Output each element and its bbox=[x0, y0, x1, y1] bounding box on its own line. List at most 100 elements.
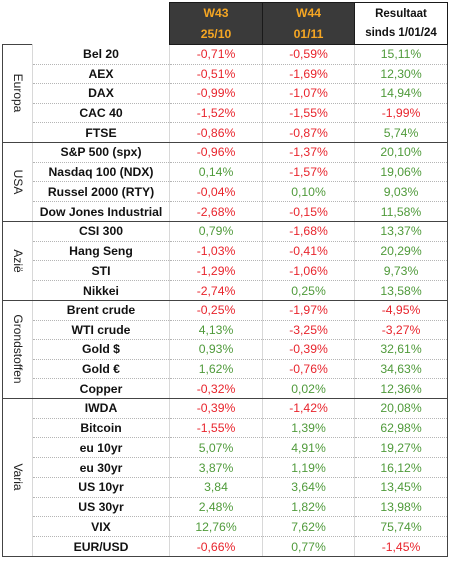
header-w44-date: 01/11 bbox=[262, 23, 355, 45]
instrument-name: STI bbox=[32, 260, 170, 282]
ytd-value: 13,98% bbox=[354, 497, 448, 518]
ytd-value: 11,58% bbox=[354, 201, 448, 222]
w44-value: 1,19% bbox=[262, 457, 355, 478]
table-row: AEX -0,51% -1,69% 12,30% bbox=[3, 64, 448, 85]
w44-value: -1,37% bbox=[262, 142, 355, 163]
w44-value: 1,39% bbox=[262, 418, 355, 439]
w43-value: -0,51% bbox=[169, 64, 263, 85]
table-row: EUR/USD -0,66% 0,77% -1,45% bbox=[3, 536, 448, 557]
w44-value: 0,25% bbox=[262, 280, 355, 301]
table-row: WTI crude 4,13% -3,25% -3,27% bbox=[3, 320, 448, 341]
group-label-cell: Azië bbox=[2, 220, 33, 301]
w43-value: 0,93% bbox=[169, 339, 263, 360]
table-row: eu 10yr 5,07% 4,91% 19,27% bbox=[3, 437, 448, 459]
table-row: Azië CSI 300 0,79% -1,68% 13,37% bbox=[2, 220, 448, 301]
instrument-name: Bitcoin bbox=[32, 418, 170, 439]
instrument-name: FTSE bbox=[32, 122, 170, 143]
table-row: Copper -0,32% 0,02% 12,36% bbox=[3, 378, 448, 399]
instrument-name: WTI crude bbox=[32, 320, 170, 341]
w44-value: 0,02% bbox=[262, 378, 355, 399]
ytd-value: 9,03% bbox=[354, 181, 448, 203]
ytd-value: 5,74% bbox=[354, 122, 448, 143]
w43-value: 1,62% bbox=[169, 359, 263, 380]
w43-value: -0,32% bbox=[169, 378, 263, 399]
instrument-name: IWDA bbox=[32, 398, 170, 419]
w43-value: -1,29% bbox=[169, 260, 263, 282]
group-label: Grondstoffen bbox=[10, 314, 25, 385]
instrument-name: eu 10yr bbox=[32, 437, 170, 459]
table-row: VIX 12,76% 7,62% 75,74% bbox=[3, 516, 448, 538]
w43-value: 0,14% bbox=[169, 162, 263, 183]
w44-value: -0,15% bbox=[262, 201, 355, 222]
w43-value: 12,76% bbox=[169, 516, 263, 538]
ytd-value: 13,37% bbox=[354, 221, 448, 242]
w44-value: -0,87% bbox=[262, 122, 355, 143]
w43-value: -0,96% bbox=[169, 142, 263, 163]
header-result: Resultaat sinds 1/01/24 bbox=[354, 2, 448, 45]
w43-value: 3,87% bbox=[169, 457, 263, 478]
header-empty-name bbox=[33, 3, 170, 24]
table-row: US 30yr 2,48% 1,82% 13,98% bbox=[3, 497, 448, 518]
ytd-value: 14,94% bbox=[354, 83, 448, 104]
ytd-value: 19,27% bbox=[354, 437, 448, 459]
w44-value: -1,07% bbox=[262, 83, 355, 104]
w43-value: -0,25% bbox=[169, 300, 263, 321]
w44-value: -1,57% bbox=[262, 162, 355, 183]
instrument-name: CAC 40 bbox=[32, 103, 170, 124]
header-result-line1: Resultaat bbox=[375, 7, 427, 20]
instrument-name: Nasdaq 100 (NDX) bbox=[32, 162, 170, 183]
table-row: Bitcoin -1,55% 1,39% 62,98% bbox=[3, 418, 448, 439]
instrument-name: Dow Jones Industrial bbox=[32, 201, 170, 222]
w44-value: 4,91% bbox=[262, 437, 355, 459]
instrument-name: US 10yr bbox=[32, 477, 170, 498]
w43-value: -2,74% bbox=[169, 280, 263, 301]
w43-value: -0,71% bbox=[169, 44, 263, 65]
w44-value: -1,42% bbox=[262, 398, 355, 419]
table-row: DAX -0,99% -1,07% 14,94% bbox=[3, 83, 448, 104]
table-row: Dow Jones Industrial -2,68% -0,15% 11,58% bbox=[3, 201, 448, 222]
instrument-name: Copper bbox=[32, 378, 170, 399]
ytd-value: -1,45% bbox=[354, 536, 448, 557]
w44-value: -1,55% bbox=[262, 103, 355, 124]
group-label: Varia bbox=[10, 463, 25, 491]
ytd-value: 20,10% bbox=[354, 142, 448, 163]
w44-value: 1,82% bbox=[262, 497, 355, 518]
instrument-name: eu 30yr bbox=[32, 457, 170, 478]
w44-value: 3,64% bbox=[262, 477, 355, 498]
table-row: STI -1,29% -1,06% 9,73% bbox=[3, 260, 448, 282]
ytd-value: 15,11% bbox=[354, 44, 448, 65]
header-result-line2: sinds 1/01/24 bbox=[365, 26, 437, 39]
table-row: Europa Bel 20 -0,71% -0,59% 15,11% bbox=[2, 44, 448, 143]
w43-value: -0,99% bbox=[169, 83, 263, 104]
w43-value: 2,48% bbox=[169, 497, 263, 518]
w44-value: -3,25% bbox=[262, 320, 355, 341]
w44-value: -1,97% bbox=[262, 300, 355, 321]
group-label: Azië bbox=[10, 249, 25, 273]
group-label: USA bbox=[10, 169, 25, 195]
w44-value: 0,10% bbox=[262, 181, 355, 203]
w43-value: -0,66% bbox=[169, 536, 263, 557]
ytd-value: 32,61% bbox=[354, 339, 448, 360]
ytd-value: 13,58% bbox=[354, 280, 448, 301]
w44-value: -0,76% bbox=[262, 359, 355, 380]
header-empty-group-2 bbox=[3, 24, 33, 45]
group-label-cell: Grondstoffen bbox=[2, 299, 33, 399]
instrument-name: Russel 2000 (RTY) bbox=[32, 181, 170, 203]
table-row: Varia IWDA -0,39% -1,42% 20,08% bbox=[2, 397, 448, 557]
w43-value: -1,55% bbox=[169, 418, 263, 439]
table-row: US 10yr 3,84 3,64% 13,45% bbox=[3, 477, 448, 498]
w44-value: 7,62% bbox=[262, 516, 355, 538]
instrument-name: DAX bbox=[32, 83, 170, 104]
w43-value: 5,07% bbox=[169, 437, 263, 459]
instrument-name: EUR/USD bbox=[32, 536, 170, 557]
ytd-value: 19,06% bbox=[354, 162, 448, 183]
w43-value: -0,86% bbox=[169, 122, 263, 143]
instrument-name: VIX bbox=[32, 516, 170, 538]
w43-value: 0,79% bbox=[169, 221, 263, 242]
table-row: FTSE -0,86% -0,87% 5,74% bbox=[3, 122, 448, 143]
table-row: Russel 2000 (RTY) -0,04% 0,10% 9,03% bbox=[3, 181, 448, 203]
market-performance-table: W43 W44 Resultaat sinds 1/01/24 25/10 01… bbox=[2, 2, 448, 557]
table-row: Nikkei -2,74% 0,25% 13,58% bbox=[3, 280, 448, 301]
table-row: CAC 40 -1,52% -1,55% -1,99% bbox=[3, 103, 448, 124]
table-body: Europa Bel 20 -0,71% -0,59% 15,11% AEX -0,51% -… bbox=[2, 44, 448, 557]
